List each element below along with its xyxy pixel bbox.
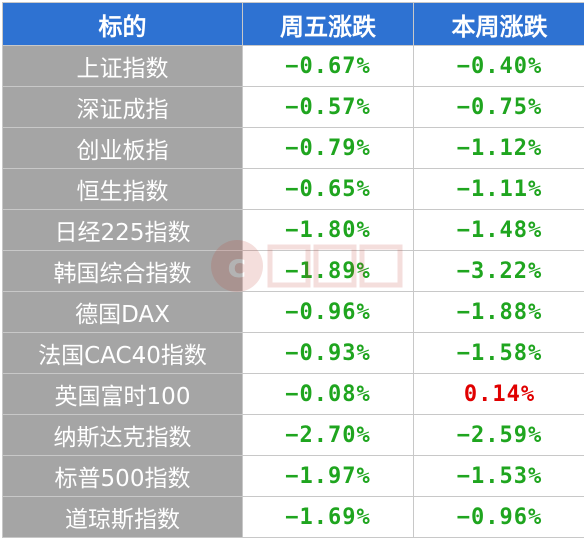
index-name: 英国富时100 bbox=[3, 374, 243, 415]
weekly-change-value: 0.14% bbox=[464, 382, 535, 407]
index-name: 日经225指数 bbox=[3, 210, 243, 251]
friday-change-value: −2.70% bbox=[285, 423, 370, 448]
weekly-change-cell: 0.14% bbox=[414, 374, 584, 415]
index-name: 标普500指数 bbox=[3, 456, 243, 497]
friday-change-cell: −0.08% bbox=[243, 374, 414, 415]
table-row: 纳斯达克指数 −2.70% −2.59% bbox=[3, 415, 584, 456]
weekly-change-cell: −1.11% bbox=[414, 169, 584, 210]
table-row: 韩国综合指数 −1.89% −3.22% bbox=[3, 251, 584, 292]
friday-change-cell: −0.65% bbox=[243, 169, 414, 210]
weekly-change-cell: −3.22% bbox=[414, 251, 584, 292]
friday-change-value: −0.57% bbox=[285, 95, 370, 120]
weekly-change-value: −1.48% bbox=[457, 218, 542, 243]
weekly-change-value: −1.11% bbox=[457, 177, 542, 202]
friday-change-value: −0.67% bbox=[285, 54, 370, 79]
weekly-change-value: −0.75% bbox=[457, 95, 542, 120]
header-row: 标的 周五涨跌 本周涨跌 bbox=[3, 3, 584, 46]
friday-change-cell: −1.69% bbox=[243, 497, 414, 538]
weekly-change-cell: −1.12% bbox=[414, 128, 584, 169]
table-row: 法国CAC40指数 −0.93% −1.58% bbox=[3, 333, 584, 374]
friday-change-cell: −1.80% bbox=[243, 210, 414, 251]
friday-change-cell: −2.70% bbox=[243, 415, 414, 456]
friday-change-cell: −0.67% bbox=[243, 46, 414, 87]
weekly-change-value: −3.22% bbox=[457, 259, 542, 284]
weekly-change-cell: −0.96% bbox=[414, 497, 584, 538]
index-name: 道琼斯指数 bbox=[3, 497, 243, 538]
weekly-change-cell: −1.53% bbox=[414, 456, 584, 497]
table-row: 创业板指 −0.79% −1.12% bbox=[3, 128, 584, 169]
friday-change-cell: −0.57% bbox=[243, 87, 414, 128]
weekly-change-cell: −1.48% bbox=[414, 210, 584, 251]
index-name: 韩国综合指数 bbox=[3, 251, 243, 292]
table-row: 英国富时100 −0.08% 0.14% bbox=[3, 374, 584, 415]
header-target: 标的 bbox=[3, 3, 243, 46]
weekly-change-cell: −0.75% bbox=[414, 87, 584, 128]
index-name: 创业板指 bbox=[3, 128, 243, 169]
weekly-change-cell: −0.40% bbox=[414, 46, 584, 87]
friday-change-value: −1.69% bbox=[285, 505, 370, 530]
index-name: 恒生指数 bbox=[3, 169, 243, 210]
header-weekly-change: 本周涨跌 bbox=[414, 3, 584, 46]
table-row: 恒生指数 −0.65% −1.11% bbox=[3, 169, 584, 210]
friday-change-value: −1.80% bbox=[285, 218, 370, 243]
table-row: 道琼斯指数 −1.69% −0.96% bbox=[3, 497, 584, 538]
friday-change-cell: −1.89% bbox=[243, 251, 414, 292]
header-friday-change: 周五涨跌 bbox=[243, 3, 414, 46]
table-row: 深证成指 −0.57% −0.75% bbox=[3, 87, 584, 128]
table-row: 日经225指数 −1.80% −1.48% bbox=[3, 210, 584, 251]
index-name: 深证成指 bbox=[3, 87, 243, 128]
index-name: 法国CAC40指数 bbox=[3, 333, 243, 374]
friday-change-value: −1.97% bbox=[285, 464, 370, 489]
weekly-change-value: −1.53% bbox=[457, 464, 542, 489]
table-row: 上证指数 −0.67% −0.40% bbox=[3, 46, 584, 87]
weekly-change-value: −1.58% bbox=[457, 341, 542, 366]
friday-change-cell: −0.79% bbox=[243, 128, 414, 169]
friday-change-value: −0.79% bbox=[285, 136, 370, 161]
table-row: 德国DAX −0.96% −1.88% bbox=[3, 292, 584, 333]
index-name: 纳斯达克指数 bbox=[3, 415, 243, 456]
friday-change-value: −0.08% bbox=[285, 382, 370, 407]
weekly-change-value: −1.88% bbox=[457, 300, 542, 325]
weekly-change-cell: −2.59% bbox=[414, 415, 584, 456]
weekly-change-value: −2.59% bbox=[457, 423, 542, 448]
weekly-change-cell: −1.58% bbox=[414, 333, 584, 374]
friday-change-value: −0.93% bbox=[285, 341, 370, 366]
weekly-change-value: −1.12% bbox=[457, 136, 542, 161]
weekly-change-value: −0.40% bbox=[457, 54, 542, 79]
friday-change-cell: −1.97% bbox=[243, 456, 414, 497]
friday-change-cell: −0.93% bbox=[243, 333, 414, 374]
friday-change-value: −0.65% bbox=[285, 177, 370, 202]
weekly-change-value: −0.96% bbox=[457, 505, 542, 530]
table-body: 上证指数 −0.67% −0.40% 深证成指 −0.57% −0.75% 创业板指 −0.7… bbox=[3, 46, 584, 538]
friday-change-value: −0.96% bbox=[285, 300, 370, 325]
friday-change-cell: −0.96% bbox=[243, 292, 414, 333]
friday-change-value: −1.89% bbox=[285, 259, 370, 284]
weekly-change-cell: −1.88% bbox=[414, 292, 584, 333]
table-row: 标普500指数 −1.97% −1.53% bbox=[3, 456, 584, 497]
index-name: 上证指数 bbox=[3, 46, 243, 87]
index-name: 德国DAX bbox=[3, 292, 243, 333]
